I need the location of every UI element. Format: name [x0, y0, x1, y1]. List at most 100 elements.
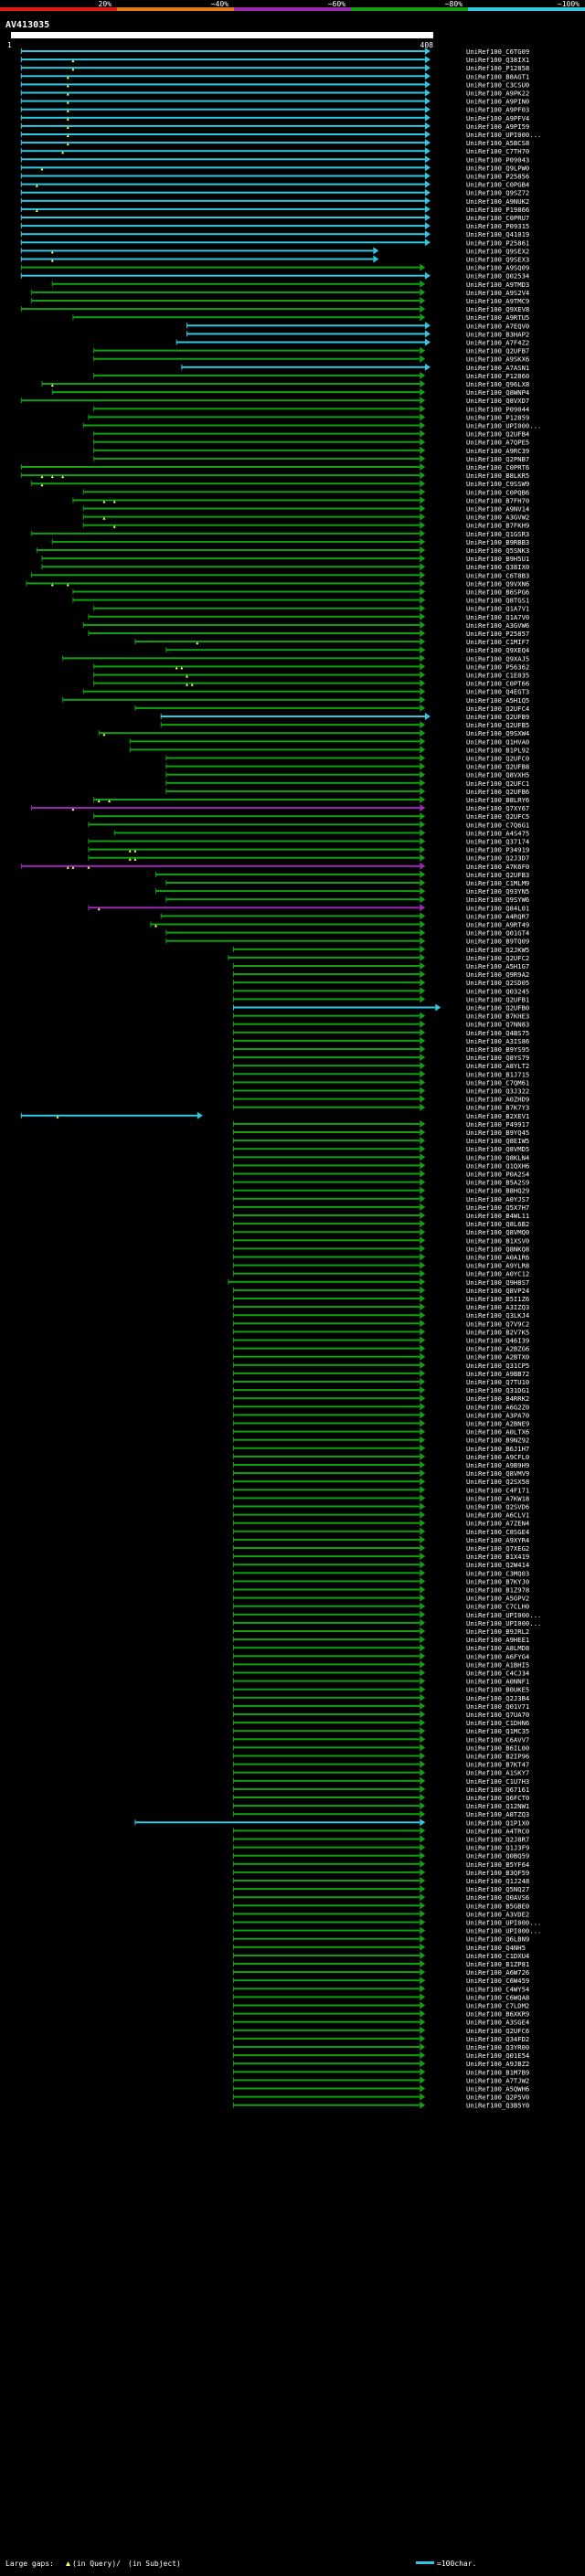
hit-row[interactable]: UniRef100_Q2UFB6: [165, 787, 529, 796]
hit-label[interactable]: UniRef100_A1SKY7: [466, 1769, 529, 1777]
hit-row[interactable]: UniRef100_Q7TU10: [232, 1378, 529, 1386]
hit-row[interactable]: UniRef100_B6SPG6: [72, 588, 529, 597]
hit-row[interactable]: UniRef100_Q9XAJ5: [62, 654, 530, 663]
hit-row[interactable]: UniRef100_B5GBE0: [232, 1902, 529, 1910]
hit-label[interactable]: UniRef100_P09043: [466, 155, 529, 164]
hit-label[interactable]: UniRef100_B8HQ29: [466, 1187, 529, 1195]
hit-row[interactable]: UniRef100_Q2PNB7: [93, 454, 530, 463]
hit-label[interactable]: UniRef100_Q3J322: [466, 1087, 529, 1096]
hit-label[interactable]: UniRef100_B7FKH9: [466, 522, 529, 530]
hit-label[interactable]: UniRef100_Q12NW1: [466, 1802, 529, 1810]
hit-row[interactable]: UniRef100_Q2SD05: [232, 979, 529, 987]
hit-label[interactable]: UniRef100_Q8KLN4: [466, 1153, 529, 1161]
hit-row[interactable]: UniRef100_A7F4Z2: [176, 338, 529, 347]
hit-label[interactable]: UniRef100_B1XSV0: [466, 1236, 529, 1245]
hit-row[interactable]: UniRef100_C9SSW9: [31, 480, 530, 488]
hit-label[interactable]: UniRef100_A5QWH6: [466, 2085, 529, 2094]
hit-label[interactable]: UniRef100_C1DXU4: [466, 1952, 529, 1960]
hit-row[interactable]: UniRef100_A9JBZ2: [232, 2060, 529, 2068]
hit-row[interactable]: UniRef100_B7KHE3: [232, 1012, 529, 1021]
hit-row[interactable]: UniRef100_A9HEE1: [232, 1636, 529, 1644]
hit-row[interactable]: UniRef100_Q2J3B4: [232, 1693, 529, 1702]
hit-row[interactable]: UniRef100_Q5X7H7: [232, 1203, 529, 1212]
hit-row[interactable]: UniRef100_C6T8B3: [31, 571, 530, 579]
hit-row[interactable]: UniRef100_C4WY54: [232, 1985, 529, 1993]
hit-label[interactable]: UniRef100_C0PQB6: [466, 488, 529, 496]
hit-label[interactable]: UniRef100_A9S2V4: [466, 289, 529, 297]
hit-label[interactable]: UniRef100_UPI000...: [466, 1919, 541, 1927]
hit-label[interactable]: UniRef100_Q3YR00: [466, 2043, 529, 2051]
hit-row[interactable]: UniRef100_Q8YS79: [232, 1054, 529, 1062]
hit-label[interactable]: UniRef100_A5H1G7: [466, 962, 529, 970]
hit-row[interactable]: UniRef100_Q38IX1: [20, 56, 529, 64]
hit-row[interactable]: UniRef100_Q8VMD5: [232, 1145, 529, 1153]
hit-row[interactable]: UniRef100_C6TG09: [20, 48, 529, 56]
hit-label[interactable]: UniRef100_A9TMD3: [466, 281, 529, 289]
hit-row[interactable]: UniRef100_Q2SX58: [232, 1478, 529, 1486]
hit-label[interactable]: UniRef100_P49917: [466, 1120, 529, 1129]
hit-label[interactable]: UniRef100_C0PRT6: [466, 463, 529, 472]
hit-label[interactable]: UniRef100_A9TMC9: [466, 297, 529, 305]
hit-label[interactable]: UniRef100_Q31CP5: [466, 1362, 529, 1370]
hit-label[interactable]: UniRef100_P12860: [466, 372, 529, 380]
hit-label[interactable]: UniRef100_Q38IX1: [466, 56, 529, 64]
hit-row[interactable]: UniRef100_Q2UFC2: [228, 953, 529, 962]
hit-row[interactable]: UniRef100_Q1J248: [232, 1877, 529, 1885]
hit-row[interactable]: UniRef100_B1J715: [232, 1070, 529, 1078]
hit-row[interactable]: UniRef100_UPI000...: [82, 421, 541, 430]
hit-row[interactable]: UniRef100_C1MIF7: [134, 638, 529, 646]
hit-label[interactable]: UniRef100_Q2UFC2: [466, 954, 529, 962]
hit-row[interactable]: UniRef100_Q37174: [88, 837, 529, 846]
hit-label[interactable]: UniRef100_C0PGB4: [466, 181, 529, 189]
hit-label[interactable]: UniRef100_B4WL11: [466, 1212, 529, 1220]
hit-row[interactable]: UniRef100_B5I1Z6: [232, 1295, 529, 1303]
hit-label[interactable]: UniRef100_Q7NN83: [466, 1021, 529, 1029]
hit-row[interactable]: UniRef100_Q1MC35: [232, 1727, 529, 1735]
hit-row[interactable]: UniRef100_P25861: [20, 239, 529, 247]
hit-label[interactable]: UniRef100_B4RRK2: [466, 1394, 529, 1403]
hit-label[interactable]: UniRef100_Q9LPW0: [466, 164, 529, 172]
hit-label[interactable]: UniRef100_Q96LX8: [466, 380, 529, 388]
hit-row[interactable]: UniRef100_Q1J3F9: [232, 1843, 529, 1852]
hit-row[interactable]: UniRef100_B5YF64: [232, 1860, 529, 1869]
hit-row[interactable]: UniRef100_A9PI59: [20, 122, 529, 131]
hit-row[interactable]: UniRef100_Q96LX8: [41, 380, 529, 388]
hit-label[interactable]: UniRef100_Q31DG1: [466, 1386, 529, 1394]
hit-label[interactable]: UniRef100_Q9VXN6: [466, 579, 529, 588]
hit-row[interactable]: UniRef100_Q6FCT0: [232, 1794, 529, 1802]
hit-row[interactable]: UniRef100_A7QPE5: [93, 438, 530, 447]
hit-row[interactable]: UniRef100_C7TH70: [20, 147, 529, 155]
hit-label[interactable]: UniRef100_A0YC12: [466, 1270, 529, 1278]
hit-row[interactable]: UniRef100_C6WQA8: [232, 1993, 529, 2001]
hit-row[interactable]: UniRef100_A7KW18: [232, 1494, 529, 1502]
hit-row[interactable]: UniRef100_A9S2V4: [31, 288, 530, 297]
hit-label[interactable]: UniRef100_Q37174: [466, 838, 529, 846]
hit-label[interactable]: UniRef100_Q03245: [466, 987, 529, 995]
hit-label[interactable]: UniRef100_B9H5U1: [466, 555, 529, 563]
hit-row[interactable]: UniRef100_A3IS86: [232, 1036, 529, 1045]
hit-label[interactable]: UniRef100_A9PIN0: [466, 98, 529, 106]
hit-label[interactable]: UniRef100_C4F171: [466, 1486, 529, 1494]
hit-row[interactable]: UniRef100_B7FH70: [72, 496, 529, 504]
hit-row[interactable]: UniRef100_B1XSV0: [232, 1236, 529, 1245]
hit-label[interactable]: UniRef100_Q46I39: [466, 1337, 529, 1345]
hit-row[interactable]: UniRef100_Q34FD2: [232, 2034, 529, 2043]
hit-label[interactable]: UniRef100_Q38IX0: [466, 563, 529, 571]
hit-row[interactable]: UniRef100_Q8VXD7: [20, 397, 529, 405]
hit-label[interactable]: UniRef100_B9YQ45: [466, 1129, 529, 1137]
hit-label[interactable]: UniRef100_Q8VMV9: [466, 1469, 529, 1478]
hit-row[interactable]: UniRef100_A9B9H9: [232, 1461, 529, 1469]
hit-label[interactable]: UniRef100_A9HEE1: [466, 1636, 529, 1644]
hit-row[interactable]: UniRef100_B8LKR5: [20, 472, 529, 480]
hit-label[interactable]: UniRef100_A9SKX6: [466, 355, 529, 364]
hit-row[interactable]: UniRef100_A9RTU5: [72, 313, 529, 322]
hit-row[interactable]: UniRef100_B1M7B9: [232, 2068, 529, 2076]
hit-label[interactable]: UniRef100_Q8VXH5: [466, 771, 529, 779]
hit-row[interactable]: UniRef100_B7FKH9: [82, 521, 529, 530]
hit-row[interactable]: UniRef100_B7KYJ0: [232, 1577, 529, 1585]
hit-row[interactable]: UniRef100_Q41019: [20, 230, 529, 239]
hit-label[interactable]: UniRef100_A9RT49: [466, 921, 529, 929]
hit-row[interactable]: UniRef100_Q03245: [232, 987, 529, 995]
hit-row[interactable]: UniRef100_A5H1Q5: [62, 695, 530, 705]
hit-label[interactable]: UniRef100_A9B9H9: [466, 1461, 529, 1469]
